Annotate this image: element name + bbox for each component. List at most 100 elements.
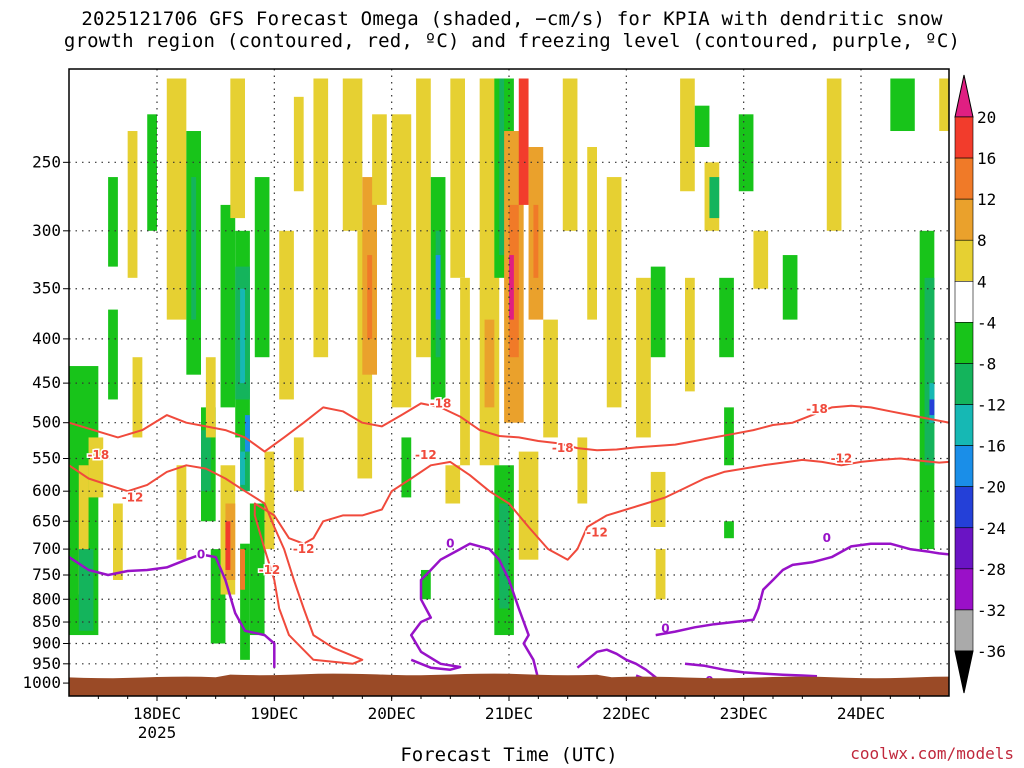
dgz-contour--12-label: -12 — [415, 448, 437, 462]
omega-cell — [240, 288, 245, 384]
omega-cell — [724, 521, 734, 539]
colorbar-label: 12 — [977, 190, 996, 209]
freezing-contour-label: 0 — [661, 622, 669, 636]
omega-cell — [826, 78, 842, 231]
dgz-contour--12-label: -12 — [831, 452, 853, 466]
x-tick-label: 20DEC — [368, 704, 416, 723]
freezing-contour-label: 0 — [823, 531, 831, 545]
omega-cell — [220, 204, 236, 408]
colorbar-label: -36 — [977, 642, 1006, 661]
omega-cell — [709, 177, 720, 219]
omega-cell — [685, 277, 695, 392]
omega-cell — [499, 78, 505, 256]
plot-frame — [68, 68, 950, 697]
omega-shading-layer — [69, 78, 949, 660]
y-tick-label: 900 — [32, 634, 61, 653]
omega-cell — [293, 96, 304, 192]
omega-cell — [176, 465, 187, 560]
omega-cell — [293, 437, 304, 492]
omega-cell — [929, 399, 935, 416]
dgz-contour--18-label: -18 — [806, 402, 828, 416]
terrain-surface — [69, 673, 949, 696]
colorbar-cell — [954, 486, 974, 529]
omega-cell — [939, 78, 949, 132]
omega-cell — [313, 78, 329, 358]
y-tick-label: 500 — [32, 413, 61, 432]
colorbar-cell — [954, 445, 974, 487]
x-tick-label: 23DEC — [720, 704, 768, 723]
omega-cell — [191, 177, 197, 320]
dgz-contour--12-label: -12 — [259, 563, 281, 577]
omega-cell — [401, 437, 412, 498]
omega-cell — [108, 177, 118, 267]
omega-cell — [421, 569, 431, 600]
colorbar-label: -20 — [977, 478, 1006, 497]
x-tick-label: 19DEC — [250, 704, 298, 723]
colorbar-cell — [954, 116, 974, 159]
site-credit: coolwx.com/models — [850, 744, 1014, 763]
gridlines — [63, 69, 949, 701]
omega-cell — [240, 451, 245, 485]
omega-cell — [680, 78, 695, 192]
colorbar-cell — [954, 281, 974, 323]
omega-cell — [78, 549, 94, 631]
omega-cell — [719, 277, 734, 358]
colorbar-label: -4 — [977, 313, 996, 332]
omega-cell — [166, 78, 187, 320]
dgz-contour--12-label: -12 — [122, 490, 144, 504]
omega-cell — [132, 357, 143, 438]
y-tick-label: 950 — [32, 654, 61, 673]
omega-cell — [108, 309, 118, 400]
omega-cell — [509, 255, 514, 320]
omega-cell — [499, 503, 509, 609]
chart-title-line-2: growth region (contoured, red, ºC) and f… — [63, 30, 961, 52]
colorbar-cell — [954, 609, 974, 652]
y-tick-label: 850 — [32, 612, 61, 631]
omega-cell — [460, 277, 470, 466]
omega-cell — [78, 465, 89, 595]
omega-cell — [254, 177, 270, 358]
colorbar-label: 20 — [977, 108, 996, 127]
dgz-contour--18 — [69, 402, 949, 453]
omega-cell — [533, 204, 539, 278]
chart-title-line-1: 2025121706 GFS Forecast Omega (shaded, −… — [81, 8, 943, 30]
colorbar-cell — [954, 157, 974, 200]
dgz-contour--12-label: -12 — [586, 526, 608, 540]
y-tick-label: 1000 — [22, 673, 61, 692]
omega-cell — [484, 319, 495, 408]
colorbar-label: -16 — [977, 437, 1006, 456]
colorbar-cell — [954, 198, 974, 241]
omega-cell — [724, 407, 734, 466]
omega-cell — [435, 255, 441, 320]
colorbar-label: 16 — [977, 149, 996, 168]
omega-cell — [342, 78, 363, 231]
y-tick-label: 550 — [32, 449, 61, 468]
y-tick-label: 300 — [32, 221, 61, 240]
omega-cell — [264, 451, 275, 550]
omega-cell — [890, 78, 915, 132]
y-tick-label: 650 — [32, 511, 61, 530]
colorbar-cell — [954, 404, 974, 446]
freezing-contour — [576, 648, 657, 681]
freezing-contour — [69, 553, 276, 668]
colorbar-label: 4 — [977, 272, 987, 291]
omega-cell — [753, 230, 769, 289]
omega-cell — [88, 437, 104, 498]
freezing-contour-label: 0 — [446, 537, 454, 551]
colorbar-label: 8 — [977, 231, 987, 250]
y-tick-label: 750 — [32, 565, 61, 584]
omega-cell — [738, 114, 754, 192]
omega-cell — [636, 277, 651, 438]
colorbar-label: -24 — [977, 519, 1006, 538]
omega-cell — [518, 78, 529, 205]
colorbar-cell — [954, 568, 974, 611]
y-tick-label: 700 — [32, 539, 61, 558]
omega-cell — [543, 319, 558, 438]
y-tick-label: 600 — [32, 481, 61, 500]
x-tick-sublabel: 2025 — [138, 723, 177, 742]
omega-cell — [655, 549, 666, 600]
colorbar-under-triangle — [954, 650, 974, 694]
freezing-contour-label: 0 — [197, 547, 205, 561]
